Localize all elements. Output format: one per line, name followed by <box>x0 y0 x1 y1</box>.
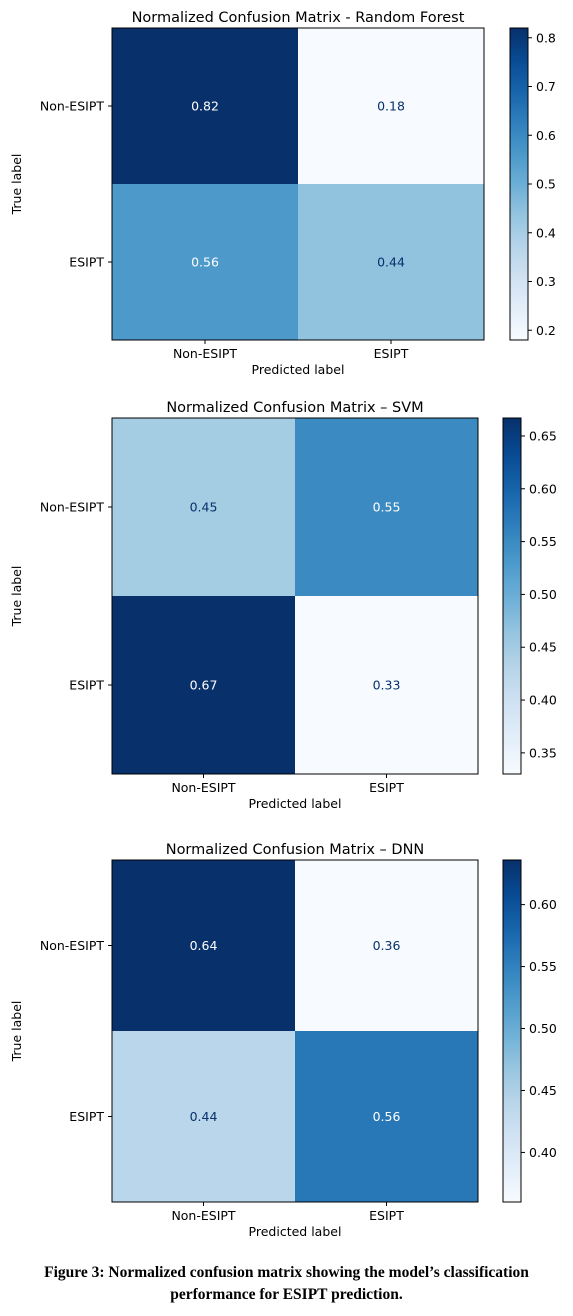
cell-value-label: 0.67 <box>190 678 218 693</box>
colorbar-tick-label: 0.50 <box>529 1021 557 1036</box>
caption-line-1: Figure 3: Normalized confusion matrix sh… <box>44 1264 529 1281</box>
x-tick-label: ESIPT <box>369 1208 404 1223</box>
heatmap-cell <box>112 596 295 774</box>
cell-value-label: 0.82 <box>191 99 219 114</box>
colorbar <box>509 27 529 341</box>
x-tick-label: Non-ESIPT <box>171 780 235 795</box>
x-tick-label: Non-ESIPT <box>171 1208 235 1223</box>
colorbar-tick-label: 0.55 <box>529 534 557 549</box>
y-axis-label: True label <box>9 566 24 628</box>
colorbar-tick-label: 0.65 <box>529 428 557 443</box>
x-axis-label: Predicted label <box>252 362 345 377</box>
heatmap-cell <box>112 28 298 184</box>
heatmap-cell <box>298 28 484 184</box>
colorbar-tick-label: 0.60 <box>529 481 557 496</box>
colorbar-tick-label: 0.7 <box>536 79 556 94</box>
x-tick-label: Non-ESIPT <box>173 346 237 361</box>
chart-svg: Normalized Confusion Matrix – SVM 0.45 0.5… <box>9 400 557 811</box>
chart-title: Normalized Confusion Matrix – SVM <box>166 400 423 416</box>
colorbar-tick-label: 0.6 <box>536 128 556 143</box>
heatmap-cell <box>295 418 478 596</box>
y-tick-label: ESIPT <box>69 678 104 693</box>
confusion-matrix-dnn: Normalized Confusion Matrix – DNN 0.64 0.3… <box>0 832 573 1252</box>
y-tick-label: ESIPT <box>69 255 104 270</box>
heatmap-cell <box>298 184 484 340</box>
colorbar-tick-label: 0.3 <box>536 274 556 289</box>
confusion-matrix-random-forest: Normalized Confusion Matrix - Random For… <box>0 0 573 385</box>
x-axis-label: Predicted label <box>249 1224 342 1239</box>
x-tick-label: ESIPT <box>374 346 409 361</box>
colorbar-tick-label: 0.40 <box>529 1145 557 1160</box>
cell-value-label: 0.56 <box>191 255 219 270</box>
colorbar-tick-label: 0.5 <box>536 177 556 192</box>
colorbar-tick-label: 0.60 <box>529 897 557 912</box>
caption-line-2: performance for ESIPT prediction. <box>170 1286 403 1303</box>
colorbar-tick-label: 0.45 <box>529 1083 557 1098</box>
heatmap-cell <box>295 860 478 1031</box>
y-tick-label: ESIPT <box>69 1109 104 1124</box>
chart-svg: Normalized Confusion Matrix - Random For… <box>9 10 556 377</box>
cell-value-label: 0.44 <box>190 1109 218 1124</box>
cell-value-label: 0.56 <box>373 1109 401 1124</box>
plot-frame <box>111 417 479 775</box>
y-tick-label: Non-ESIPT <box>40 938 104 953</box>
plot-frame <box>111 27 485 341</box>
heatmap-cell <box>112 860 295 1031</box>
heatmap-cell <box>112 1031 295 1202</box>
cell-value-label: 0.36 <box>373 938 401 953</box>
colorbar-tick-label: 0.50 <box>529 587 557 602</box>
y-tick-label: Non-ESIPT <box>40 500 104 515</box>
colorbar-tick-label: 0.4 <box>536 225 556 240</box>
heatmap-cell <box>295 1031 478 1202</box>
plot-frame <box>111 859 479 1203</box>
colorbar-tick-label: 0.45 <box>529 640 557 655</box>
confusion-matrix-svm: Normalized Confusion Matrix – SVM 0.45 0.5… <box>0 390 573 820</box>
chart-svg: Normalized Confusion Matrix – DNN 0.64 0.3… <box>9 842 557 1239</box>
colorbar <box>502 417 522 775</box>
figure-caption: Figure 3: Normalized confusion matrix sh… <box>0 1262 573 1306</box>
heatmap-cell <box>112 418 295 596</box>
colorbar-tick-label: 0.8 <box>536 30 556 45</box>
colorbar-tick-label: 0.55 <box>529 959 557 974</box>
cell-value-label: 0.18 <box>377 99 405 114</box>
cell-value-label: 0.44 <box>377 255 405 270</box>
heatmap-cell <box>112 184 298 340</box>
chart-title: Normalized Confusion Matrix - Random For… <box>132 10 465 26</box>
y-axis-label: True label <box>9 154 24 216</box>
heatmap-cell <box>295 596 478 774</box>
chart-title: Normalized Confusion Matrix – DNN <box>166 842 425 858</box>
x-axis-label: Predicted label <box>249 796 342 811</box>
cell-value-label: 0.55 <box>373 500 401 515</box>
colorbar-tick-label: 0.35 <box>529 745 557 760</box>
colorbar <box>502 859 522 1203</box>
colorbar-tick-label: 0.40 <box>529 693 557 708</box>
colorbar-tick-label: 0.2 <box>536 323 556 338</box>
cell-value-label: 0.64 <box>190 938 218 953</box>
cell-value-label: 0.33 <box>373 678 401 693</box>
x-tick-label: ESIPT <box>369 780 404 795</box>
cell-value-label: 0.45 <box>190 500 218 515</box>
y-axis-label: True label <box>9 1001 24 1063</box>
y-tick-label: Non-ESIPT <box>40 99 104 114</box>
